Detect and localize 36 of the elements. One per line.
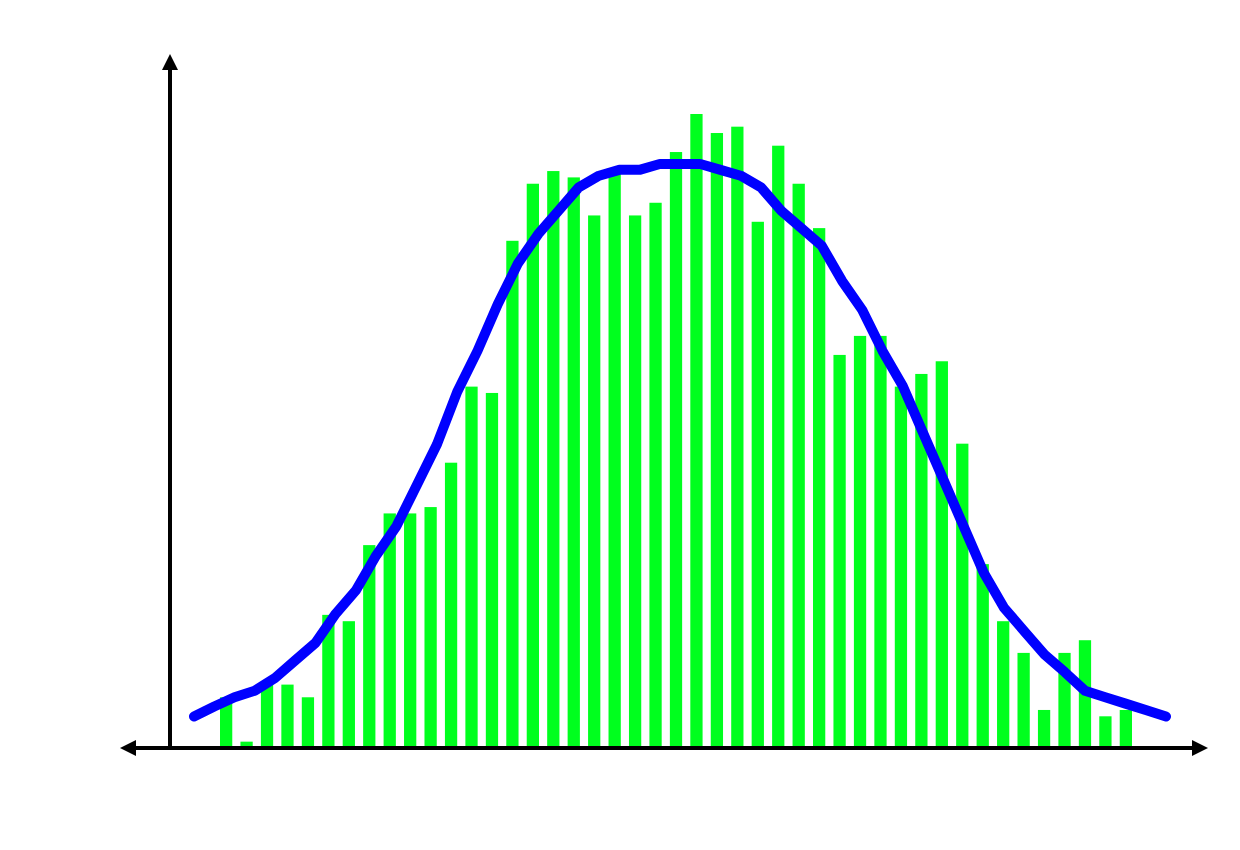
bar	[874, 335, 887, 748]
bar	[424, 507, 437, 748]
bar	[1017, 652, 1030, 748]
bar	[813, 228, 826, 748]
bar	[547, 171, 560, 748]
bar	[751, 221, 764, 748]
bar	[690, 114, 703, 748]
bar	[567, 177, 580, 748]
bar	[588, 215, 601, 748]
bar	[792, 183, 805, 748]
bar	[506, 240, 519, 748]
bar	[1099, 716, 1112, 748]
bar	[853, 335, 867, 748]
bar	[404, 513, 417, 748]
bar	[608, 171, 621, 748]
bar	[731, 126, 744, 748]
bar	[465, 386, 478, 748]
bar	[301, 697, 315, 748]
bar	[485, 392, 499, 748]
bar	[281, 684, 294, 748]
bar	[1119, 709, 1132, 748]
bar	[526, 183, 539, 748]
bar	[915, 373, 928, 748]
bar	[669, 152, 683, 748]
bar	[1037, 709, 1051, 748]
bar	[833, 354, 846, 748]
bar	[444, 462, 458, 748]
bar	[383, 513, 396, 748]
bar	[997, 621, 1010, 748]
bar	[772, 145, 785, 748]
bar	[628, 215, 642, 748]
bar	[710, 133, 724, 748]
bar	[935, 361, 948, 748]
bar	[649, 202, 662, 748]
bar	[894, 386, 908, 748]
bar	[342, 621, 355, 748]
